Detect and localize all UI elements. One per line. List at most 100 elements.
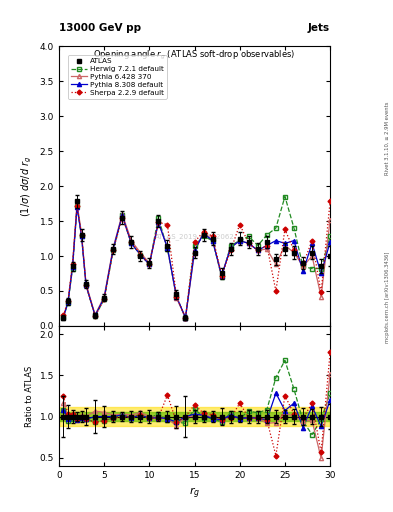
Sherpa 2.2.9 default [129, 239, 134, 245]
Sherpa 2.2.9 default [255, 247, 260, 253]
Pythia 6.428 370 [147, 260, 152, 266]
Herwig 7.2.1 default [111, 247, 116, 253]
Pythia 8.308 default [274, 238, 278, 244]
Herwig 7.2.1 default [237, 238, 242, 244]
Legend: ATLAS, Herwig 7.2.1 default, Pythia 6.428 370, Pythia 8.308 default, Sherpa 2.2.: ATLAS, Herwig 7.2.1 default, Pythia 6.42… [68, 55, 167, 99]
Pythia 8.308 default [283, 240, 287, 246]
Herwig 7.2.1 default [201, 233, 206, 240]
Herwig 7.2.1 default [129, 240, 134, 246]
Sherpa 2.2.9 default [192, 239, 197, 245]
Pythia 8.308 default [328, 239, 332, 245]
Sherpa 2.2.9 default [111, 247, 116, 253]
Pythia 6.428 370 [93, 312, 97, 318]
Pythia 8.308 default [138, 251, 143, 258]
Sherpa 2.2.9 default [70, 261, 75, 267]
Sherpa 2.2.9 default [75, 203, 79, 209]
Herwig 7.2.1 default [165, 246, 170, 252]
Herwig 7.2.1 default [147, 261, 152, 267]
Herwig 7.2.1 default [292, 225, 296, 231]
Sherpa 2.2.9 default [183, 314, 188, 321]
Herwig 7.2.1 default [210, 238, 215, 244]
Pythia 8.308 default [165, 245, 170, 251]
Herwig 7.2.1 default [70, 266, 75, 272]
Pythia 8.308 default [201, 230, 206, 237]
Herwig 7.2.1 default [102, 296, 107, 303]
Sherpa 2.2.9 default [147, 261, 152, 267]
Sherpa 2.2.9 default [120, 215, 125, 221]
Herwig 7.2.1 default [66, 300, 70, 306]
Herwig 7.2.1 default [138, 251, 143, 258]
Pythia 6.428 370 [246, 240, 251, 246]
Text: Jets: Jets [308, 23, 330, 33]
Pythia 6.428 370 [75, 200, 79, 206]
Sherpa 2.2.9 default [292, 247, 296, 253]
Pythia 6.428 370 [237, 238, 242, 244]
Herwig 7.2.1 default [283, 194, 287, 200]
Pythia 8.308 default [174, 293, 179, 300]
Herwig 7.2.1 default [255, 243, 260, 249]
Pythia 8.308 default [66, 299, 70, 305]
Text: Rivet 3.1.10, ≥ 2.9M events: Rivet 3.1.10, ≥ 2.9M events [385, 101, 389, 175]
Bar [59, 412, 330, 421]
Herwig 7.2.1 default [75, 203, 79, 209]
Line: Herwig 7.2.1 default: Herwig 7.2.1 default [61, 195, 332, 321]
Herwig 7.2.1 default [301, 263, 305, 269]
Herwig 7.2.1 default [93, 313, 97, 319]
Pythia 6.428 370 [310, 253, 314, 259]
Sherpa 2.2.9 default [138, 251, 143, 258]
Herwig 7.2.1 default [328, 233, 332, 240]
Herwig 7.2.1 default [183, 315, 188, 322]
Text: mcplots.cern.ch [arXiv:1306.3436]: mcplots.cern.ch [arXiv:1306.3436] [385, 251, 389, 343]
Sherpa 2.2.9 default [310, 238, 314, 244]
Pythia 6.428 370 [129, 238, 134, 244]
Pythia 8.308 default [111, 246, 116, 252]
Herwig 7.2.1 default [192, 243, 197, 249]
Pythia 8.308 default [93, 312, 97, 318]
Pythia 6.428 370 [274, 261, 278, 267]
Pythia 6.428 370 [219, 272, 224, 279]
Sherpa 2.2.9 default [237, 221, 242, 227]
Y-axis label: Ratio to ATLAS: Ratio to ATLAS [25, 366, 34, 426]
Sherpa 2.2.9 default [165, 221, 170, 227]
Pythia 8.308 default [183, 314, 188, 321]
Herwig 7.2.1 default [219, 274, 224, 280]
Sherpa 2.2.9 default [102, 296, 107, 303]
Pythia 6.428 370 [61, 313, 66, 319]
Pythia 6.428 370 [165, 245, 170, 251]
Pythia 6.428 370 [66, 298, 70, 305]
Pythia 8.308 default [102, 295, 107, 301]
Sherpa 2.2.9 default [264, 243, 269, 249]
Pythia 6.428 370 [84, 281, 88, 287]
Pythia 6.428 370 [255, 247, 260, 253]
Sherpa 2.2.9 default [79, 232, 84, 238]
Pythia 8.308 default [319, 270, 323, 276]
X-axis label: $r_g$: $r_g$ [189, 485, 200, 501]
Herwig 7.2.1 default [319, 266, 323, 272]
Sherpa 2.2.9 default [283, 226, 287, 232]
Sherpa 2.2.9 default [219, 272, 224, 279]
Line: Pythia 6.428 370: Pythia 6.428 370 [61, 201, 332, 319]
Herwig 7.2.1 default [228, 243, 233, 249]
Pythia 8.308 default [156, 219, 161, 225]
Pythia 8.308 default [84, 282, 88, 288]
Herwig 7.2.1 default [84, 282, 88, 288]
Pythia 8.308 default [129, 240, 134, 246]
Pythia 8.308 default [210, 238, 215, 244]
Sherpa 2.2.9 default [156, 219, 161, 225]
Pythia 8.308 default [219, 272, 224, 279]
Pythia 8.308 default [237, 238, 242, 244]
Pythia 6.428 370 [228, 245, 233, 251]
Pythia 6.428 370 [174, 295, 179, 301]
Herwig 7.2.1 default [174, 293, 179, 300]
Pythia 6.428 370 [264, 246, 269, 252]
Text: 13000 GeV pp: 13000 GeV pp [59, 23, 141, 33]
Sherpa 2.2.9 default [210, 233, 215, 240]
Sherpa 2.2.9 default [84, 282, 88, 288]
Line: Pythia 8.308 default: Pythia 8.308 default [61, 205, 332, 319]
Pythia 8.308 default [310, 240, 314, 246]
Sherpa 2.2.9 default [319, 289, 323, 295]
Pythia 8.308 default [246, 240, 251, 246]
Pythia 8.308 default [61, 314, 66, 320]
Pythia 6.428 370 [183, 314, 188, 321]
Pythia 6.428 370 [156, 219, 161, 225]
